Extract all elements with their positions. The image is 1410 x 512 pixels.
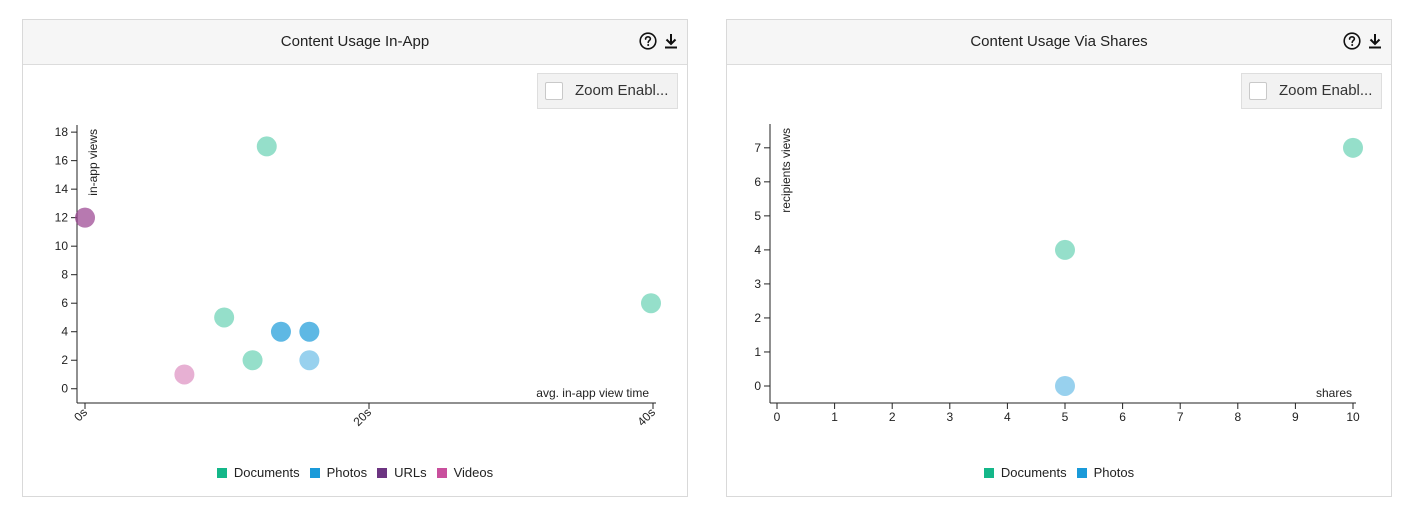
panel-header: Content Usage Via Shares bbox=[727, 20, 1391, 65]
legend-item-documents[interactable]: Documents bbox=[983, 465, 1067, 480]
legend-label: Photos bbox=[326, 465, 368, 480]
data-point-urls[interactable] bbox=[75, 207, 95, 228]
y-tick-label: 1 bbox=[754, 345, 761, 359]
data-point-documents[interactable] bbox=[1343, 137, 1363, 158]
legend-label: Videos bbox=[453, 465, 494, 480]
x-tick-label: 1 bbox=[831, 410, 838, 424]
data-point-documents[interactable] bbox=[641, 293, 661, 314]
x-tick-label: 9 bbox=[1292, 410, 1299, 424]
legend-swatch bbox=[216, 468, 227, 478]
data-point-videos[interactable] bbox=[75, 207, 95, 228]
legend-item-photos[interactable]: Photos bbox=[309, 465, 368, 480]
chart-panel-in-app: Content Usage In-App Zoom Enabl... 0 2 4 6 8… bbox=[22, 19, 688, 497]
data-point-documents[interactable] bbox=[256, 136, 277, 157]
y-tick-label: 0 bbox=[61, 382, 68, 396]
zoom-toggle[interactable]: Zoom Enabl... bbox=[1241, 73, 1382, 109]
y-tick-label: 6 bbox=[61, 296, 68, 310]
y-tick-label: 10 bbox=[55, 239, 69, 253]
chart-panel-shares: Content Usage Via Shares Zoom Enabl... 0… bbox=[726, 19, 1392, 497]
y-tick-label: 4 bbox=[754, 243, 761, 257]
x-tick-label: 40s bbox=[635, 405, 659, 429]
y-axis-label: in-app views bbox=[86, 129, 100, 196]
data-point-videos[interactable] bbox=[174, 364, 195, 385]
data-point-documents[interactable] bbox=[242, 350, 263, 371]
scatter-plot: 0 1 2 3 4 5 6 7 0 1 2 3 4 5 6 7 8 9 10 recipients views shar… bbox=[754, 124, 1363, 424]
data-point-documents[interactable] bbox=[214, 307, 235, 328]
legend-swatch bbox=[1076, 468, 1087, 478]
legend-swatch bbox=[309, 468, 320, 478]
legend-label: URLs bbox=[394, 465, 427, 480]
y-tick-label: 16 bbox=[55, 154, 69, 168]
y-tick-label: 8 bbox=[61, 268, 68, 282]
data-point-documents[interactable] bbox=[1055, 239, 1075, 260]
y-tick-label: 12 bbox=[55, 211, 69, 225]
y-tick-label: 0 bbox=[754, 379, 761, 393]
panel-title: Content Usage Via Shares bbox=[970, 33, 1148, 50]
data-point-photos[interactable] bbox=[299, 321, 320, 342]
zoom-toggle[interactable]: Zoom Enabl... bbox=[537, 73, 678, 109]
legend-item-videos[interactable]: Videos bbox=[436, 465, 494, 480]
chart-legend: Documents Photos bbox=[727, 465, 1391, 480]
x-tick-label: 4 bbox=[1004, 410, 1011, 424]
y-tick-label: 3 bbox=[754, 277, 761, 291]
y-tick-label: 2 bbox=[61, 353, 68, 367]
download-icon[interactable] bbox=[1367, 32, 1383, 50]
y-tick-label: 4 bbox=[61, 325, 68, 339]
x-tick-label: 10 bbox=[1346, 410, 1360, 424]
legend-item-documents[interactable]: Documents bbox=[216, 465, 300, 480]
y-tick-label: 14 bbox=[55, 182, 69, 196]
x-tick-label: 0 bbox=[774, 410, 781, 424]
x-axis-label: shares bbox=[1316, 386, 1352, 400]
legend-swatch bbox=[983, 468, 994, 478]
legend-item-urls[interactable]: URLs bbox=[377, 465, 427, 480]
x-tick-label: 2 bbox=[889, 410, 896, 424]
x-tick-label: 20s bbox=[351, 405, 375, 429]
x-tick-label: 7 bbox=[1177, 410, 1184, 424]
panel-title: Content Usage In-App bbox=[280, 33, 430, 50]
help-icon[interactable] bbox=[1343, 32, 1361, 50]
legend-item-photos[interactable]: Photos bbox=[1076, 465, 1135, 480]
scatter-plot: 0 2 4 6 8 10 12 14 16 18 0s 20s 40s in-app views avg. … bbox=[55, 125, 661, 429]
help-icon[interactable] bbox=[639, 32, 657, 50]
panel-header: Content Usage In-App bbox=[23, 20, 687, 65]
data-point-photos[interactable] bbox=[1055, 375, 1075, 396]
legend-swatch bbox=[377, 468, 388, 478]
y-tick-label: 7 bbox=[754, 141, 761, 155]
zoom-checkbox[interactable] bbox=[545, 82, 563, 100]
data-point-photos[interactable] bbox=[270, 321, 291, 342]
x-tick-label: 8 bbox=[1234, 410, 1241, 424]
x-axis-label: avg. in-app view time bbox=[536, 386, 649, 400]
download-icon[interactable] bbox=[663, 32, 679, 50]
zoom-label: Zoom Enabl... bbox=[1279, 82, 1373, 99]
x-tick-label: 3 bbox=[946, 410, 953, 424]
y-axis-label: recipients views bbox=[779, 128, 793, 213]
zoom-checkbox[interactable] bbox=[1249, 82, 1267, 100]
data-point-photos[interactable] bbox=[299, 350, 320, 371]
chart-legend: Documents Photos URLs Videos bbox=[23, 465, 687, 480]
legend-label: Documents bbox=[233, 465, 300, 480]
y-tick-label: 6 bbox=[754, 175, 761, 189]
legend-swatch bbox=[436, 468, 447, 478]
x-tick-label: 6 bbox=[1119, 410, 1126, 424]
legend-label: Photos bbox=[1093, 465, 1135, 480]
y-tick-label: 5 bbox=[754, 209, 761, 223]
zoom-label: Zoom Enabl... bbox=[575, 82, 669, 99]
y-tick-label: 18 bbox=[55, 125, 69, 139]
x-tick-label: 5 bbox=[1062, 410, 1069, 424]
x-tick-label: 0s bbox=[71, 405, 90, 424]
y-tick-label: 2 bbox=[754, 311, 761, 325]
legend-label: Documents bbox=[1000, 465, 1067, 480]
